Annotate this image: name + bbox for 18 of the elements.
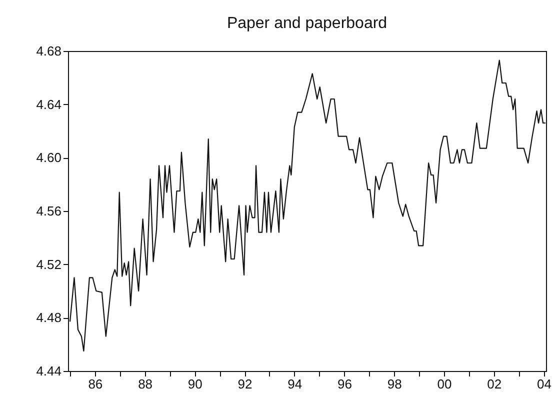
x-tick-label: 96 (338, 376, 352, 392)
x-tick-label: 90 (188, 376, 202, 392)
x-tick-label: 88 (138, 376, 153, 392)
x-tick-label: 92 (238, 376, 252, 392)
y-tick-label: 4.44 (36, 364, 62, 378)
y-tick-label: 4.56 (36, 204, 62, 218)
x-tick-label: 94 (288, 376, 302, 392)
chart-title: Paper and paperboard (226, 15, 388, 32)
x-tick-label: 02 (487, 376, 502, 392)
x-tick-label: 04 (537, 376, 552, 392)
x-tick-label: 00 (437, 376, 452, 392)
x-tick-label: 86 (88, 376, 103, 392)
y-tick-label: 4.52 (36, 256, 62, 272)
y-tick-label: 4.60 (36, 150, 62, 166)
y-tick-label: 4.48 (36, 310, 62, 326)
y-tick-label: 4.64 (36, 96, 62, 112)
y-tick-label: 4.68 (36, 44, 62, 58)
x-tick-label: 98 (387, 376, 402, 392)
